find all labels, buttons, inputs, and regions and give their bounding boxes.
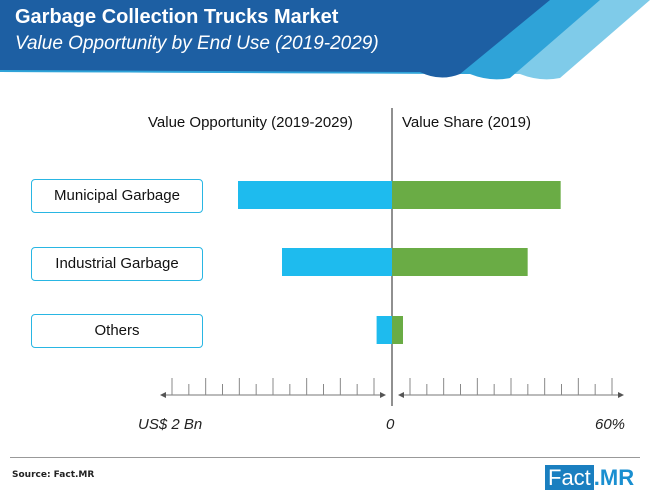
factmr-logo: Fact .MR [545,465,634,491]
category-label: Others [31,314,203,348]
right-bar [392,181,561,209]
category-label: Municipal Garbage [31,179,203,213]
source-note: Source: Fact.MR [12,470,95,480]
axis-zero-label: 0 [386,416,395,433]
left-bar [282,248,392,276]
logo-part: Fact [545,465,594,490]
left-axis-arrow [160,392,166,398]
left-axis-end-label: US$ 2 Bn [138,416,203,433]
right-axis-arrow [398,392,404,398]
left-bar [238,181,392,209]
chart-subtitle: Value Opportunity by End Use (2019-2029) [15,33,379,54]
footer-divider [10,457,640,458]
right-axis-arrow [618,392,624,398]
logo-part: .MR [593,465,635,490]
left-axis-arrow [380,392,386,398]
header-banner [0,0,650,80]
category-label: Industrial Garbage [31,247,203,281]
right-bar [392,248,528,276]
left-bar [376,316,392,344]
left-series-heading: Value Opportunity (2019-2029) [148,114,353,131]
right-series-heading: Value Share (2019) [402,114,531,131]
chart-title: Garbage Collection Trucks Market [15,6,339,28]
right-axis-end-label: 60% [595,416,626,433]
right-bar [392,316,403,344]
